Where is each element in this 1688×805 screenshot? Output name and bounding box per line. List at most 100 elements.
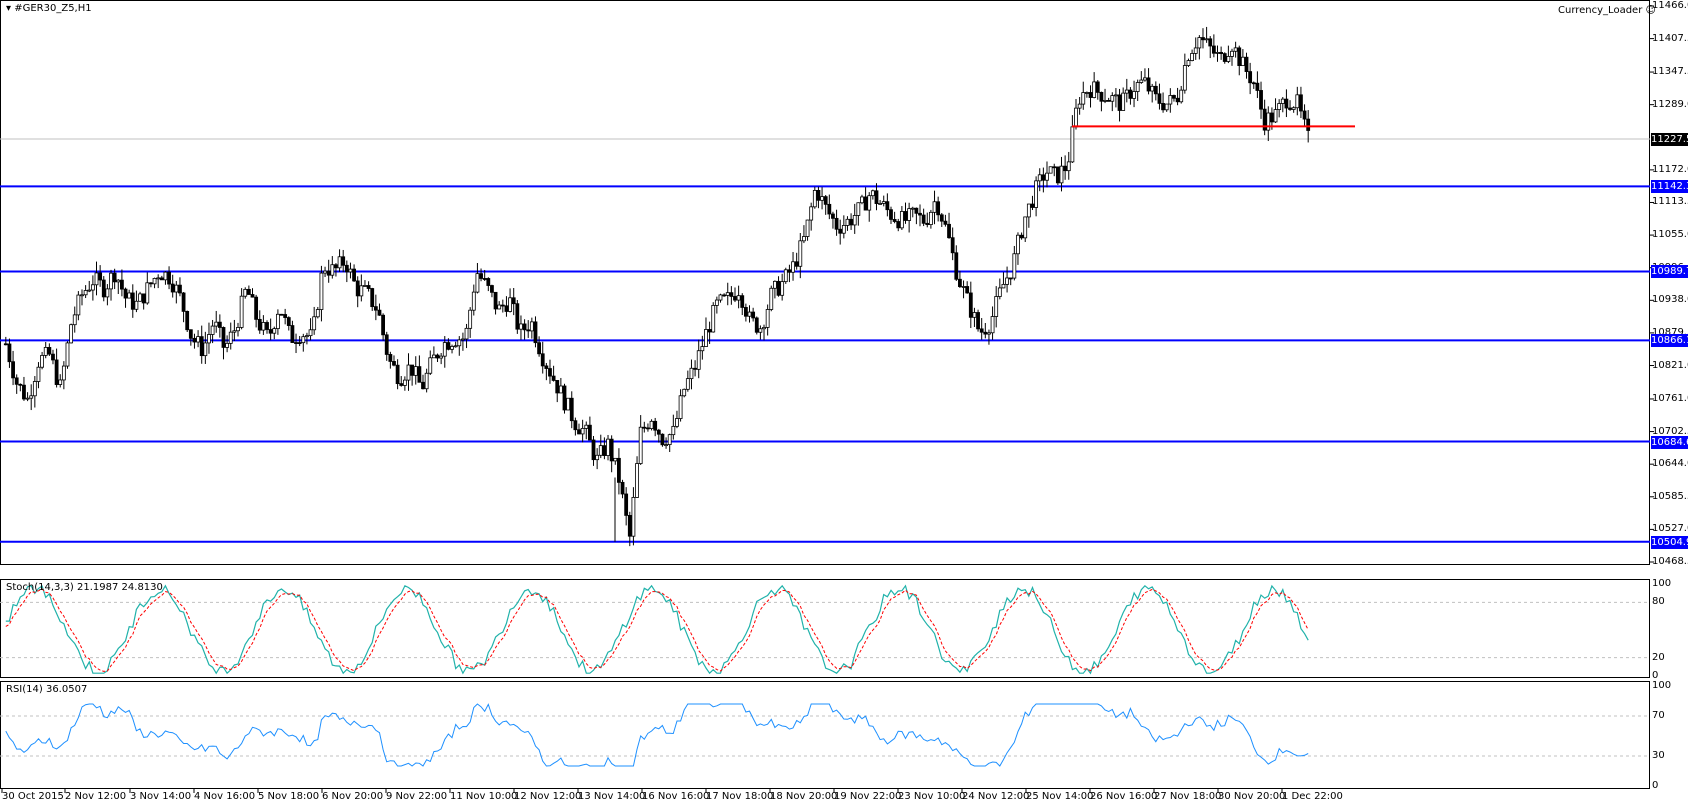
- candle-body: [366, 285, 371, 289]
- candle-body: [7, 343, 12, 363]
- candle-body: [591, 439, 596, 461]
- candle-body: [442, 342, 447, 357]
- candle-body: [990, 316, 995, 334]
- candle-body: [638, 426, 643, 464]
- candle-body: [1219, 51, 1224, 54]
- candle-body: [83, 290, 88, 296]
- candle-body: [809, 206, 814, 221]
- candle-body: [921, 214, 926, 224]
- price-tick-label: 11289.0: [1652, 98, 1688, 110]
- candle-body: [141, 293, 146, 304]
- main-chart-panel[interactable]: [0, 0, 1650, 565]
- candle-body: [479, 273, 483, 279]
- price-tick-label: 11055.0: [1652, 229, 1688, 241]
- candle-body: [656, 429, 661, 435]
- candle-body: [508, 297, 512, 312]
- candle-body: [301, 336, 306, 344]
- candle-body: [123, 288, 128, 299]
- candle-body: [14, 377, 19, 385]
- candle-body: [1190, 53, 1194, 61]
- candle-body: [1204, 38, 1209, 41]
- candle-body: [762, 327, 766, 330]
- candle-body: [1146, 77, 1151, 92]
- candle-body: [918, 212, 922, 216]
- candle-body: [1168, 95, 1173, 105]
- time-tick-label: 13 Nov 14:00: [578, 791, 646, 802]
- candle-body: [834, 217, 839, 230]
- candle-body: [355, 280, 360, 297]
- candle-body: [526, 329, 531, 332]
- candle-body: [22, 384, 26, 400]
- candle-body: [845, 218, 850, 226]
- price-tick-label: 10821.0: [1652, 359, 1688, 371]
- candle-body: [149, 282, 153, 285]
- candle-body: [671, 425, 676, 436]
- candle-body: [98, 272, 103, 281]
- stochastic-panel[interactable]: [0, 579, 1650, 678]
- candle-body: [428, 357, 433, 374]
- candle-body: [446, 342, 451, 350]
- candle-body: [1230, 50, 1234, 57]
- rsi-tick-label: 30: [1652, 750, 1665, 761]
- level-badge: 11142.3: [1651, 180, 1688, 194]
- time-tick-label: 12 Nov 12:00: [514, 791, 582, 802]
- candle-body: [402, 379, 407, 386]
- candle-body: [290, 325, 295, 343]
- expert-advisor-label[interactable]: Currency_Loader ☺: [1558, 5, 1656, 16]
- candle-body: [32, 381, 37, 397]
- candle-body: [689, 367, 694, 380]
- symbol-title-text: #GER30_Z5,H1: [14, 3, 92, 14]
- price-tick-label: 10879.5: [1652, 326, 1688, 338]
- candle-body: [983, 331, 988, 335]
- candle-body: [1103, 99, 1107, 102]
- stoch-tick-label: 0: [1652, 670, 1659, 681]
- candle-body: [87, 289, 92, 292]
- candle-body: [1157, 93, 1162, 104]
- candle-body: [1030, 203, 1035, 208]
- candle-body: [1255, 82, 1260, 91]
- candle-body: [954, 252, 959, 280]
- candle-body: [733, 296, 737, 301]
- candle-body: [406, 364, 411, 381]
- candle-body: [1059, 165, 1064, 184]
- candle-body: [297, 342, 302, 344]
- candle-body: [950, 237, 955, 254]
- stoch-tick-label: 20: [1652, 651, 1665, 663]
- candle-body: [783, 269, 788, 283]
- time-tick-label: 9 Nov 22:00: [386, 791, 448, 802]
- candle-body: [1121, 92, 1126, 111]
- stoch-signal-line: [5, 588, 1309, 672]
- candle-body: [1114, 94, 1118, 97]
- time-tick-label: 27 Nov 18:00: [1154, 791, 1222, 802]
- candle-body: [838, 228, 843, 234]
- candle-body: [54, 359, 59, 385]
- time-tick-label: 26 Nov 16:00: [1090, 791, 1158, 802]
- candle-body: [286, 317, 291, 326]
- candle-body: [413, 366, 418, 376]
- level-badge: 10989.7: [1651, 265, 1688, 279]
- candle-body: [1019, 234, 1024, 239]
- candle-body: [308, 329, 313, 337]
- dropdown-arrow-icon[interactable]: ▾: [6, 3, 12, 14]
- candle-body: [823, 196, 828, 205]
- candle-body: [275, 313, 280, 330]
- candle-body: [1211, 45, 1216, 54]
- candle-body: [384, 334, 389, 355]
- level-badge: 10684.6: [1651, 435, 1688, 449]
- candle-body: [1222, 53, 1227, 62]
- rsi-panel[interactable]: [0, 681, 1650, 789]
- price-tick-label: 10644.0: [1652, 458, 1688, 470]
- candle-body: [958, 278, 962, 287]
- candle-body: [181, 292, 186, 312]
- candle-body: [330, 264, 335, 276]
- candle-body: [675, 418, 679, 427]
- candle-body: [867, 195, 872, 211]
- candle-body: [210, 325, 215, 335]
- candle-body: [395, 364, 400, 385]
- candle-body: [11, 361, 15, 379]
- time-tick-label: 25 Nov 14:00: [1026, 791, 1094, 802]
- candle-body: [1124, 89, 1129, 94]
- candle-body: [221, 327, 226, 348]
- candle-body: [410, 364, 415, 376]
- candle-body: [359, 285, 364, 297]
